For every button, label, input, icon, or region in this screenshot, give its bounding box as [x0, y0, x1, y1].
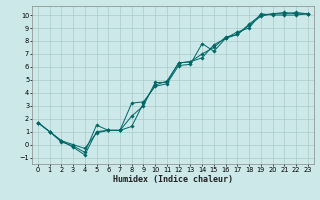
X-axis label: Humidex (Indice chaleur): Humidex (Indice chaleur): [113, 175, 233, 184]
